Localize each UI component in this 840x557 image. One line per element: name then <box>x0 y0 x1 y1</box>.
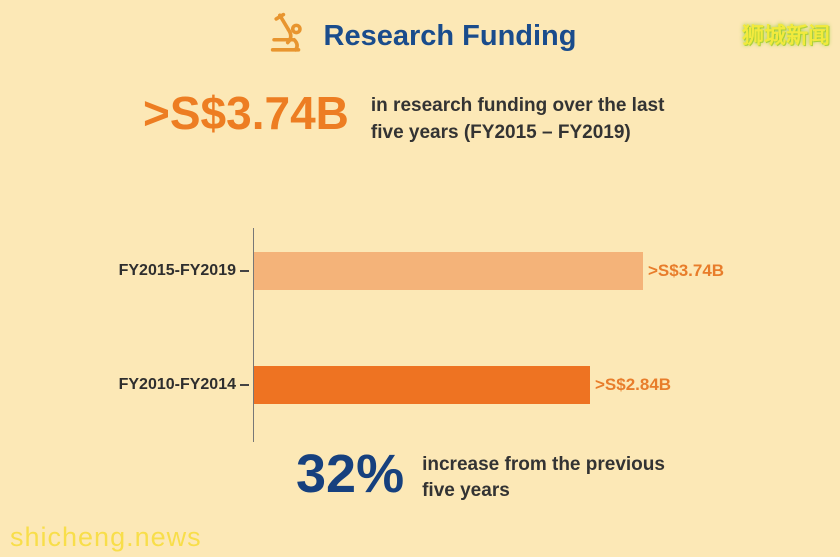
headline-description: in research funding over the last five y… <box>370 95 665 143</box>
bar-category-label: FY2015-FY2019 <box>118 262 236 279</box>
axis-tick <box>240 384 249 386</box>
axis-tick <box>240 270 249 272</box>
watermark-top-right: 狮城新闻 <box>741 23 830 48</box>
bar-value-label: >S$3.74B <box>648 261 725 280</box>
footer-stat-block: 32% increase from the previous five year… <box>296 447 672 503</box>
watermark-bottom-left: shicheng.news <box>10 522 202 552</box>
microscope-icon <box>264 8 310 65</box>
bar-fy2015-fy2019 <box>254 252 643 290</box>
header: Research Funding <box>0 8 840 65</box>
bar-row-fy2015-fy2019: FY2015-FY2019 >S$3.74B <box>0 252 840 290</box>
bar-category-label: FY2010-FY2014 <box>118 376 236 393</box>
bar-value-label: >S$2.84B <box>595 375 672 394</box>
bar-row-fy2010-fy2014: FY2010-FY2014 >S$2.84B <box>0 366 840 404</box>
percent-increase: 32% <box>296 444 405 504</box>
headline-value: >S$3.74B <box>143 87 349 139</box>
percent-increase-description: increase from the previous five years <box>422 454 665 501</box>
page-title: Research Funding <box>323 20 577 52</box>
headline: >S$3.74B in research funding over the la… <box>143 88 701 146</box>
chart-axis <box>253 228 254 442</box>
bar-fy2010-fy2014 <box>254 366 590 404</box>
